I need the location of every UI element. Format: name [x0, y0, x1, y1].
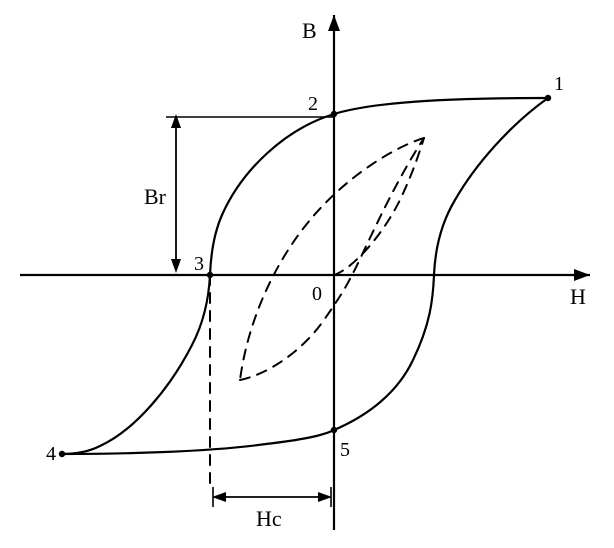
- br-arrow-down: [171, 259, 181, 273]
- point-3-label: 3: [194, 253, 204, 275]
- hc-label: Hc: [256, 506, 282, 531]
- hysteresis-upper_1_to_3: [210, 98, 548, 275]
- point-1-dot: [545, 95, 551, 101]
- point-4-label: 4: [46, 443, 56, 465]
- br-label: Br: [144, 184, 167, 209]
- x-axis-label: H: [570, 284, 586, 309]
- hysteresis-lower_5_to_1: [334, 98, 548, 430]
- dashed-inner_lower: [240, 138, 424, 380]
- dashed-inner_upper: [240, 138, 424, 380]
- point-5-label: 5: [340, 439, 350, 461]
- hc-arrow-right: [318, 492, 332, 502]
- hysteresis-lower_3_to_4: [62, 275, 210, 454]
- point-1-label: 1: [554, 73, 564, 95]
- point-2-label: 2: [308, 93, 318, 115]
- y-axis-arrow: [328, 15, 340, 31]
- point-3-dot: [207, 272, 213, 278]
- point-2-dot: [331, 111, 337, 117]
- hc-arrow-left: [212, 492, 226, 502]
- origin-label: 0: [312, 283, 322, 305]
- br-arrow-up: [171, 114, 181, 128]
- x-axis-arrow: [574, 269, 590, 281]
- point-5-dot: [331, 427, 337, 433]
- y-axis-label: B: [302, 18, 317, 43]
- hysteresis-lower_4_to_5: [62, 430, 334, 454]
- point-4-dot: [59, 451, 65, 457]
